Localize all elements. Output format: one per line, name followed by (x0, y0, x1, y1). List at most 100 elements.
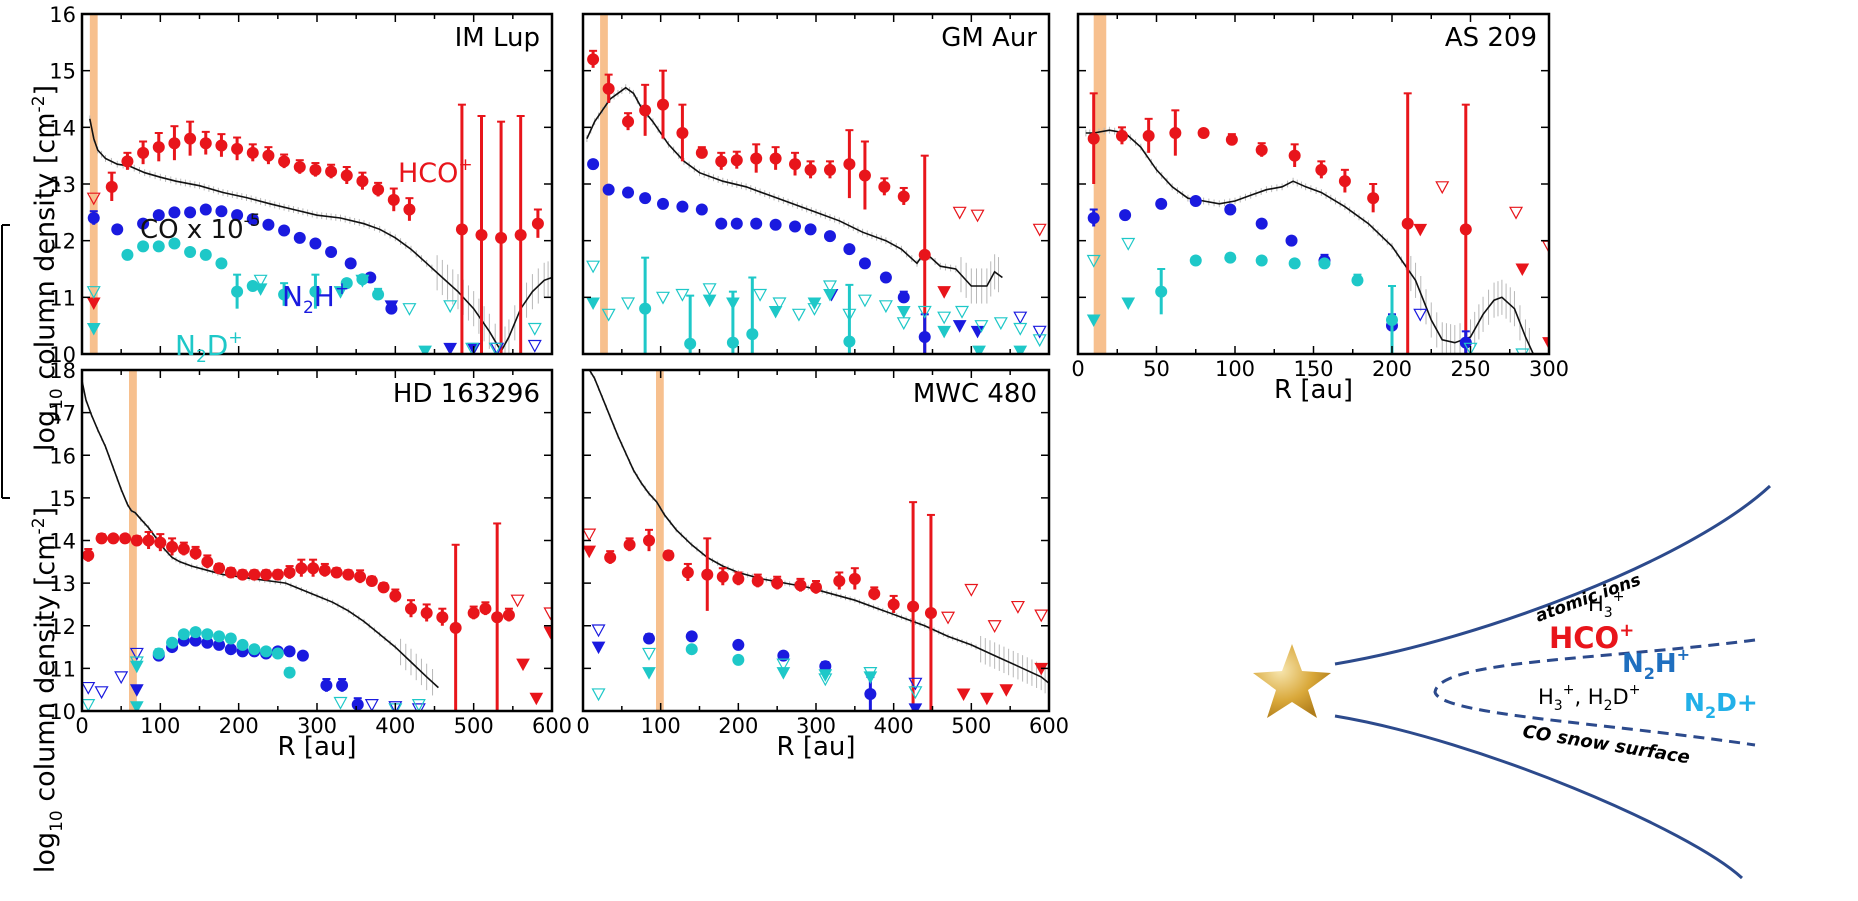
hco-upper-limit (980, 692, 994, 706)
hco-point (365, 574, 378, 587)
n2d-point (271, 647, 284, 660)
hco-point (1087, 132, 1100, 145)
n2h-point (656, 197, 669, 210)
hco-point (1115, 129, 1128, 142)
n2d-upper-limit (993, 317, 1008, 331)
hco-point (643, 534, 656, 547)
n2d-point (684, 337, 697, 350)
chart-panel: 10 11 12 13 14 15 16 IM Lup (49, 3, 554, 367)
hco-point (623, 538, 636, 551)
n2d-point (236, 638, 249, 651)
hco-upper-limit (1413, 223, 1428, 237)
n2d-upper-limit (591, 688, 606, 702)
hco-point (455, 223, 468, 236)
y-axis-label-sup: -2 (29, 517, 49, 534)
hco-point (823, 163, 836, 176)
n2d-point (639, 302, 652, 315)
n2d-point (177, 628, 190, 641)
x-tick-label: 50 (1143, 357, 1170, 381)
y-tick-label: 12 (49, 230, 76, 254)
n2h-point (897, 291, 910, 304)
n2d-point (732, 653, 745, 666)
panel-frame (1076, 12, 1551, 356)
n2d-point (1155, 285, 1168, 298)
plot-area (583, 370, 1049, 711)
diagram-h3: H3+ (1588, 589, 1624, 621)
y-tick-label: 11 (49, 286, 76, 310)
hco-point (1367, 192, 1380, 205)
n2h-upper-limit (591, 641, 606, 655)
n2d-upper-limit (129, 701, 144, 711)
n2h-point (864, 687, 877, 700)
hco-point (1255, 144, 1268, 156)
n2h-point (819, 660, 832, 673)
n2h-point (823, 230, 836, 243)
x-tick-label: 100 (140, 714, 180, 738)
n2d-upper-limit (772, 297, 787, 311)
hco-point (354, 570, 367, 583)
co-profile-line (82, 380, 439, 689)
n2d-upper-limit (82, 699, 96, 711)
hco-point (1288, 149, 1301, 162)
n2d-point (746, 328, 759, 341)
n2h-upper-limit (1013, 311, 1028, 325)
n2d-upper-limit (768, 306, 783, 319)
n2d-point (1255, 254, 1268, 267)
n2h-point (224, 643, 237, 656)
hco-point (656, 98, 669, 111)
n2d-upper-limit (333, 696, 348, 710)
n2d-point (372, 288, 385, 301)
n2h-point (320, 679, 333, 692)
hco-point (833, 574, 846, 587)
n2h-point (87, 212, 100, 224)
hco-point (730, 154, 743, 167)
hco-point (137, 146, 150, 159)
hco-point (154, 536, 167, 549)
n2h-point (750, 217, 763, 230)
hco-point (436, 611, 449, 624)
hco-upper-limit (86, 192, 101, 206)
y-tick-label: 13 (49, 572, 76, 596)
hco-point (918, 248, 931, 261)
n2d-point (843, 335, 856, 348)
label-co: CO x 10-5 (140, 211, 261, 245)
y-tick-label: 15 (49, 487, 76, 511)
x-tick-label: 0 (576, 714, 589, 738)
n2h-point (344, 257, 357, 270)
n2d-point (278, 288, 291, 301)
hco-upper-limit (543, 626, 552, 640)
hco-point (213, 562, 226, 575)
x-tick-label: 0 (1071, 357, 1084, 381)
diagram-n2d: N2D+ (1684, 688, 1758, 722)
hco-upper-limit (1032, 223, 1047, 237)
hco-point (130, 534, 143, 547)
co-profile-line (586, 86, 1003, 287)
hco-point (278, 155, 291, 168)
hco-point (224, 566, 237, 579)
n2d-upper-limit (818, 673, 833, 687)
plot-area (1085, 14, 1549, 354)
n2d-upper-limit (937, 311, 952, 325)
n2h-point (201, 636, 214, 649)
n2d-upper-limit (86, 286, 101, 299)
hco-point (751, 574, 764, 587)
n2d-upper-limit (896, 317, 911, 331)
n2h-point (789, 220, 802, 233)
hco-point (887, 598, 900, 611)
hco-point (1338, 175, 1351, 188)
x-tick-label: 200 (219, 714, 259, 738)
n2d-point (283, 666, 296, 679)
diagram-h3-h2d: H3+, H2D+ (1538, 682, 1640, 714)
hco-point (260, 568, 273, 581)
hco-upper-limit (970, 209, 985, 223)
hco-point (491, 611, 504, 624)
hco-point (377, 581, 390, 594)
hco-point (1225, 133, 1238, 146)
hco-point (189, 547, 202, 560)
n2d-upper-limit (527, 322, 542, 336)
hco-point (356, 175, 369, 188)
n2d-point (184, 246, 197, 258)
label-hco: HCO+ (398, 155, 473, 189)
y-tick-label: 17 (49, 402, 76, 426)
n2h-point (309, 237, 322, 250)
